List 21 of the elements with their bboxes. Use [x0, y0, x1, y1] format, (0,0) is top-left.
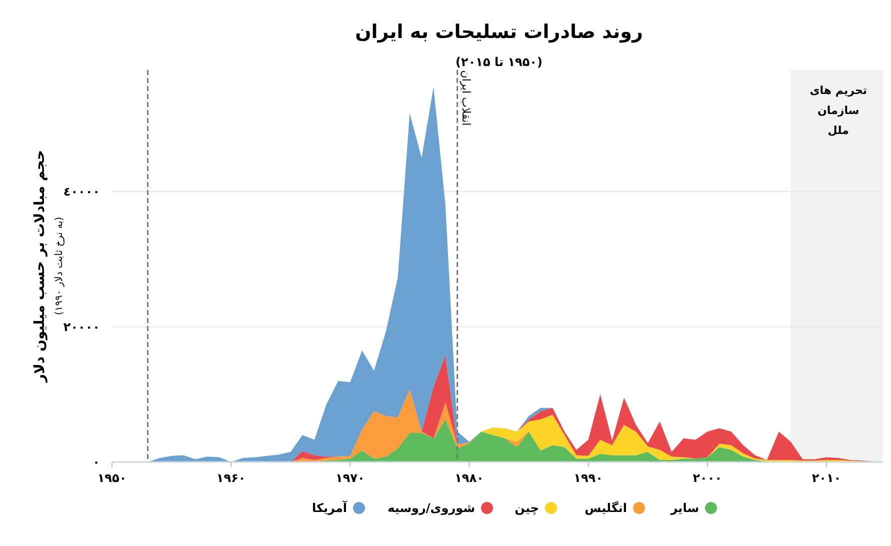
- y-tick-label: ۰: [92, 455, 100, 469]
- x-tick-label: ۱۹۸۰: [454, 471, 484, 485]
- legend-label: سایر: [670, 501, 699, 515]
- y-tick-label: ٤۰۰۰۰: [63, 184, 100, 199]
- y-axis-title: حجم مبادلات بر حسب میلیون دلار: [32, 150, 48, 384]
- chart-title: روند صادرات تسلیحات به ایران: [355, 21, 643, 43]
- band-label: تحریم های سازمان ملل: [810, 84, 868, 137]
- ref-line-label: انقلاب ایران: [459, 70, 472, 126]
- y-tick-label: ۲۰۰۰۰: [63, 320, 100, 334]
- x-tick-label: ۱۹۷۰: [336, 471, 365, 485]
- x-tick-label: ۱۹۹۰: [574, 471, 603, 485]
- legend-label: چین: [514, 501, 539, 515]
- legend-label: انگلیس: [584, 501, 627, 515]
- text: (به نرخ ثابت دلار ۱۹۹۰): [54, 216, 65, 316]
- x-tick-label: ۱۹۵۰: [97, 471, 127, 485]
- x-tick-label: ۲۰۱۰: [812, 471, 842, 485]
- x-tick-label: ۱۹۶۰: [216, 471, 246, 485]
- legend-label: شوروی/روسیه: [388, 501, 475, 515]
- legend-label: آمریکا: [312, 500, 348, 515]
- x-tick-label: ۲۰۰۰: [692, 471, 722, 485]
- chart-subtitle: (۱۹۵۰ تا ۲۰۱۵): [456, 55, 542, 69]
